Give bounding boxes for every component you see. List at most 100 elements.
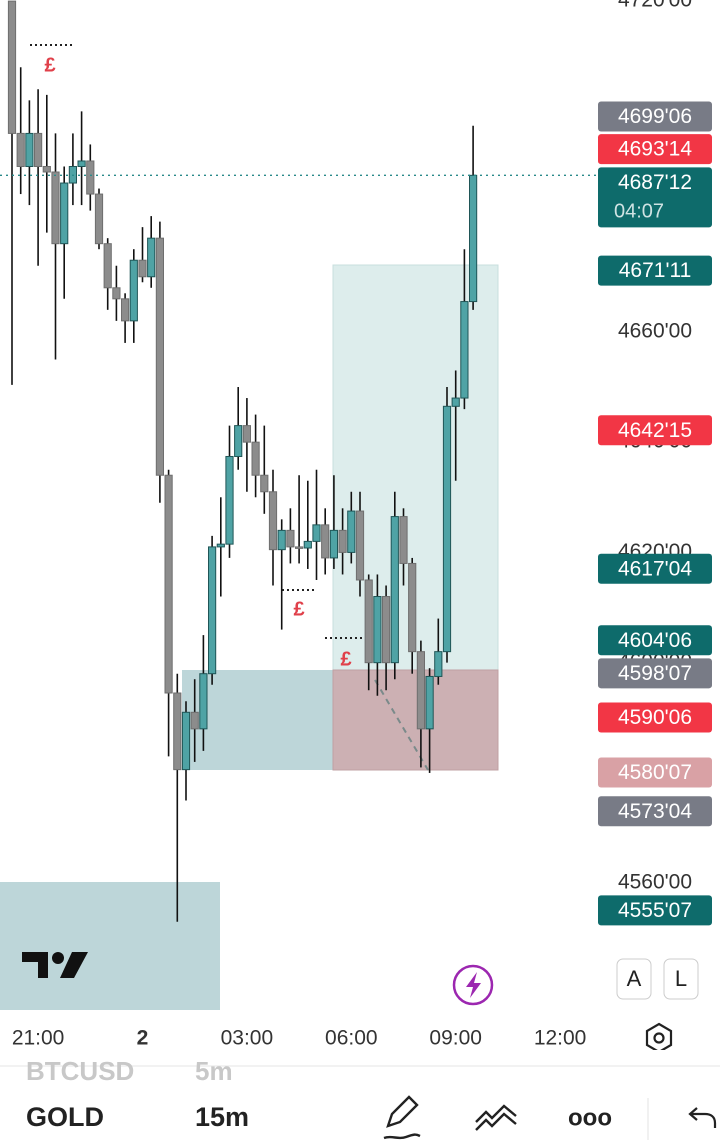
indicator-icon [475,1112,517,1131]
candle-body [373,596,382,664]
candle-body [225,455,234,545]
countdown: 04:07 [614,201,664,223]
stop-zone [332,669,499,771]
price-tag-label: 4687'12 [618,171,692,194]
indicator-icon [475,1104,517,1123]
candle-body [190,711,199,730]
candle-body [321,524,330,559]
candle-body [390,516,399,664]
candle-body [416,651,425,730]
price-tag-label: 4598'07 [618,662,692,685]
price-tag [598,255,712,286]
candle-body [173,692,182,771]
price-tag [598,553,712,584]
candle-body [260,474,269,493]
candle-body [60,182,69,245]
price-tag-label: 4617'04 [618,557,692,580]
candle-body [112,287,121,300]
y-tick-label: 4660'00 [618,319,692,342]
x-tick-label: 06:00 [325,1027,378,1050]
indicators-tool[interactable] [475,1104,517,1131]
log-label: L [675,966,687,991]
logo-part [22,952,48,978]
candle-body [408,562,417,653]
candle-body [42,165,51,173]
candle-body [129,259,138,322]
x-tick-label: 21:00 [12,1027,65,1050]
candle-body [103,243,112,289]
candle-body [355,510,365,581]
pencil-stroke [383,1133,421,1140]
settings-icon[interactable] [645,1022,673,1054]
x-tick-label: 09:00 [429,1027,482,1050]
candle-body [234,425,243,457]
candle-body [7,0,17,134]
candle-body [25,132,34,167]
price-tag-label: 4642'15 [618,419,692,442]
candle-body [199,673,208,730]
price-tag [598,415,712,446]
settings-dot [653,1032,665,1044]
more-button[interactable]: ooo [568,1104,612,1131]
price-tag-label: 4693'14 [618,138,692,161]
flash-button[interactable] [452,964,494,1006]
auto-label: A [627,966,642,991]
candle-body [329,529,338,559]
candle-body [86,160,95,195]
drawings [0,44,499,1010]
price-tag-label: 4555'07 [618,899,692,922]
tv-logo [22,952,88,978]
logo-part [60,952,88,978]
candle-body [251,441,260,476]
candle-body [425,675,434,730]
back-button[interactable] [688,1107,717,1128]
auto-button[interactable] [616,958,652,1000]
y-tick-label: 4560'00 [618,871,692,894]
candle-body [469,174,478,303]
price-tag-label: 4580'07 [618,761,692,784]
flash-ring [452,964,494,1006]
candle-body [399,516,408,564]
zone [0,882,220,1010]
candle-body [147,237,156,278]
flash-icon [466,972,481,998]
price-tag-label: 4699'06 [618,105,692,128]
price-tag [598,134,712,165]
draw-tool[interactable] [383,1095,421,1140]
candle-body [347,510,356,553]
prev-symbol: BTCUSD [26,1056,134,1086]
candle-body [277,529,286,551]
x-tick-label: 2 [137,1027,149,1050]
candle-body [295,546,304,549]
pencil-icon [386,1095,419,1128]
log-button[interactable] [663,958,699,1000]
price-tag [598,757,712,788]
symbol[interactable]: GOLD [26,1102,104,1132]
candle-body [51,171,60,245]
candle-body [303,540,312,549]
candle-body [338,529,347,553]
candle-body [382,596,391,664]
candle-body [208,546,217,675]
candle-body [155,237,165,476]
candle-body [164,474,173,694]
price-tag [598,895,712,926]
candle-body [451,397,460,407]
candle-body [181,711,191,771]
candle-body [94,193,104,245]
candle-body [286,529,295,548]
candle-body [268,491,278,551]
candle-body [216,543,225,548]
candle-body [242,425,252,443]
price-tag [598,101,712,132]
candle-body [442,405,452,653]
x-tick-label: 12:00 [534,1027,587,1050]
candle-body [16,132,25,167]
price-tag [598,625,712,656]
prev-interval: 5m [195,1056,233,1086]
interval[interactable]: 15m [195,1102,249,1132]
price-tag [598,702,712,733]
candle-body [434,651,443,677]
